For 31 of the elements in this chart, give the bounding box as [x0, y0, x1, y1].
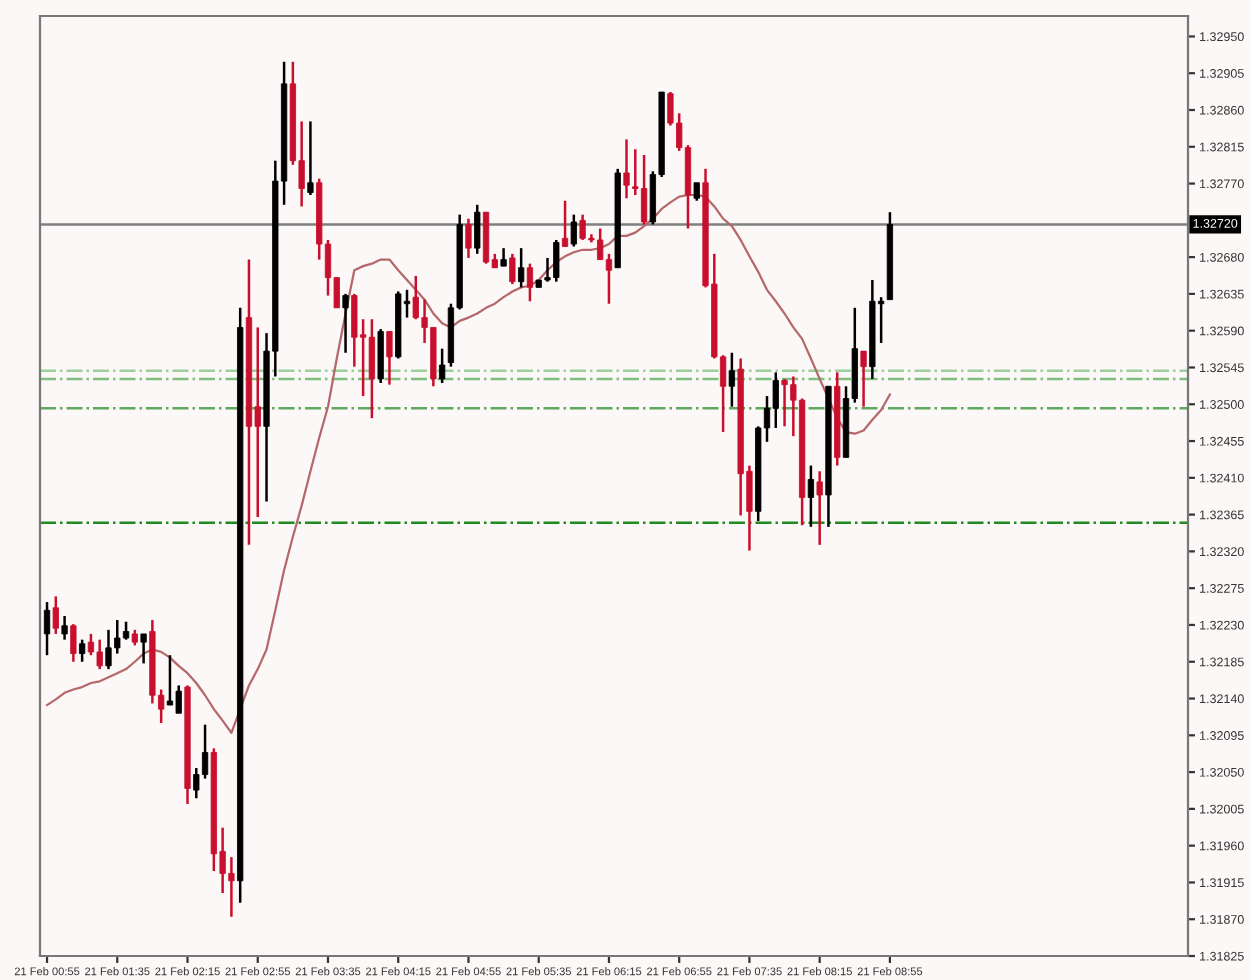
candlestick: [816, 470, 823, 547]
candlestick: [307, 120, 314, 197]
candlestick: [772, 371, 779, 430]
candlestick: [526, 262, 534, 303]
candlestick: [807, 464, 815, 529]
candlestick: [728, 351, 736, 408]
candlestick: [342, 292, 349, 355]
line-series: [45, 193, 892, 734]
candlestick: [623, 138, 630, 200]
candlestick: [561, 199, 569, 248]
candlestick: [368, 318, 376, 420]
candlestick: [61, 614, 68, 641]
candlestick: [438, 347, 446, 385]
candlestick: [860, 349, 867, 408]
candlestick: [43, 600, 51, 657]
candlestick: [377, 327, 384, 385]
candlestick: [351, 292, 358, 368]
candlestick: [140, 632, 147, 665]
candlestick: [518, 246, 525, 289]
candlestick: [96, 638, 103, 671]
candlestick: [175, 684, 182, 715]
candlestick: [79, 638, 86, 663]
candlestick: [509, 252, 516, 286]
candlestick: [386, 330, 393, 386]
candlestick: [166, 653, 174, 707]
candlestick: [474, 203, 481, 256]
candlestick: [70, 622, 77, 663]
candlestick: [465, 217, 472, 260]
candlestick: [52, 595, 59, 636]
candlestick: [570, 213, 577, 248]
candlestick: [640, 153, 648, 226]
